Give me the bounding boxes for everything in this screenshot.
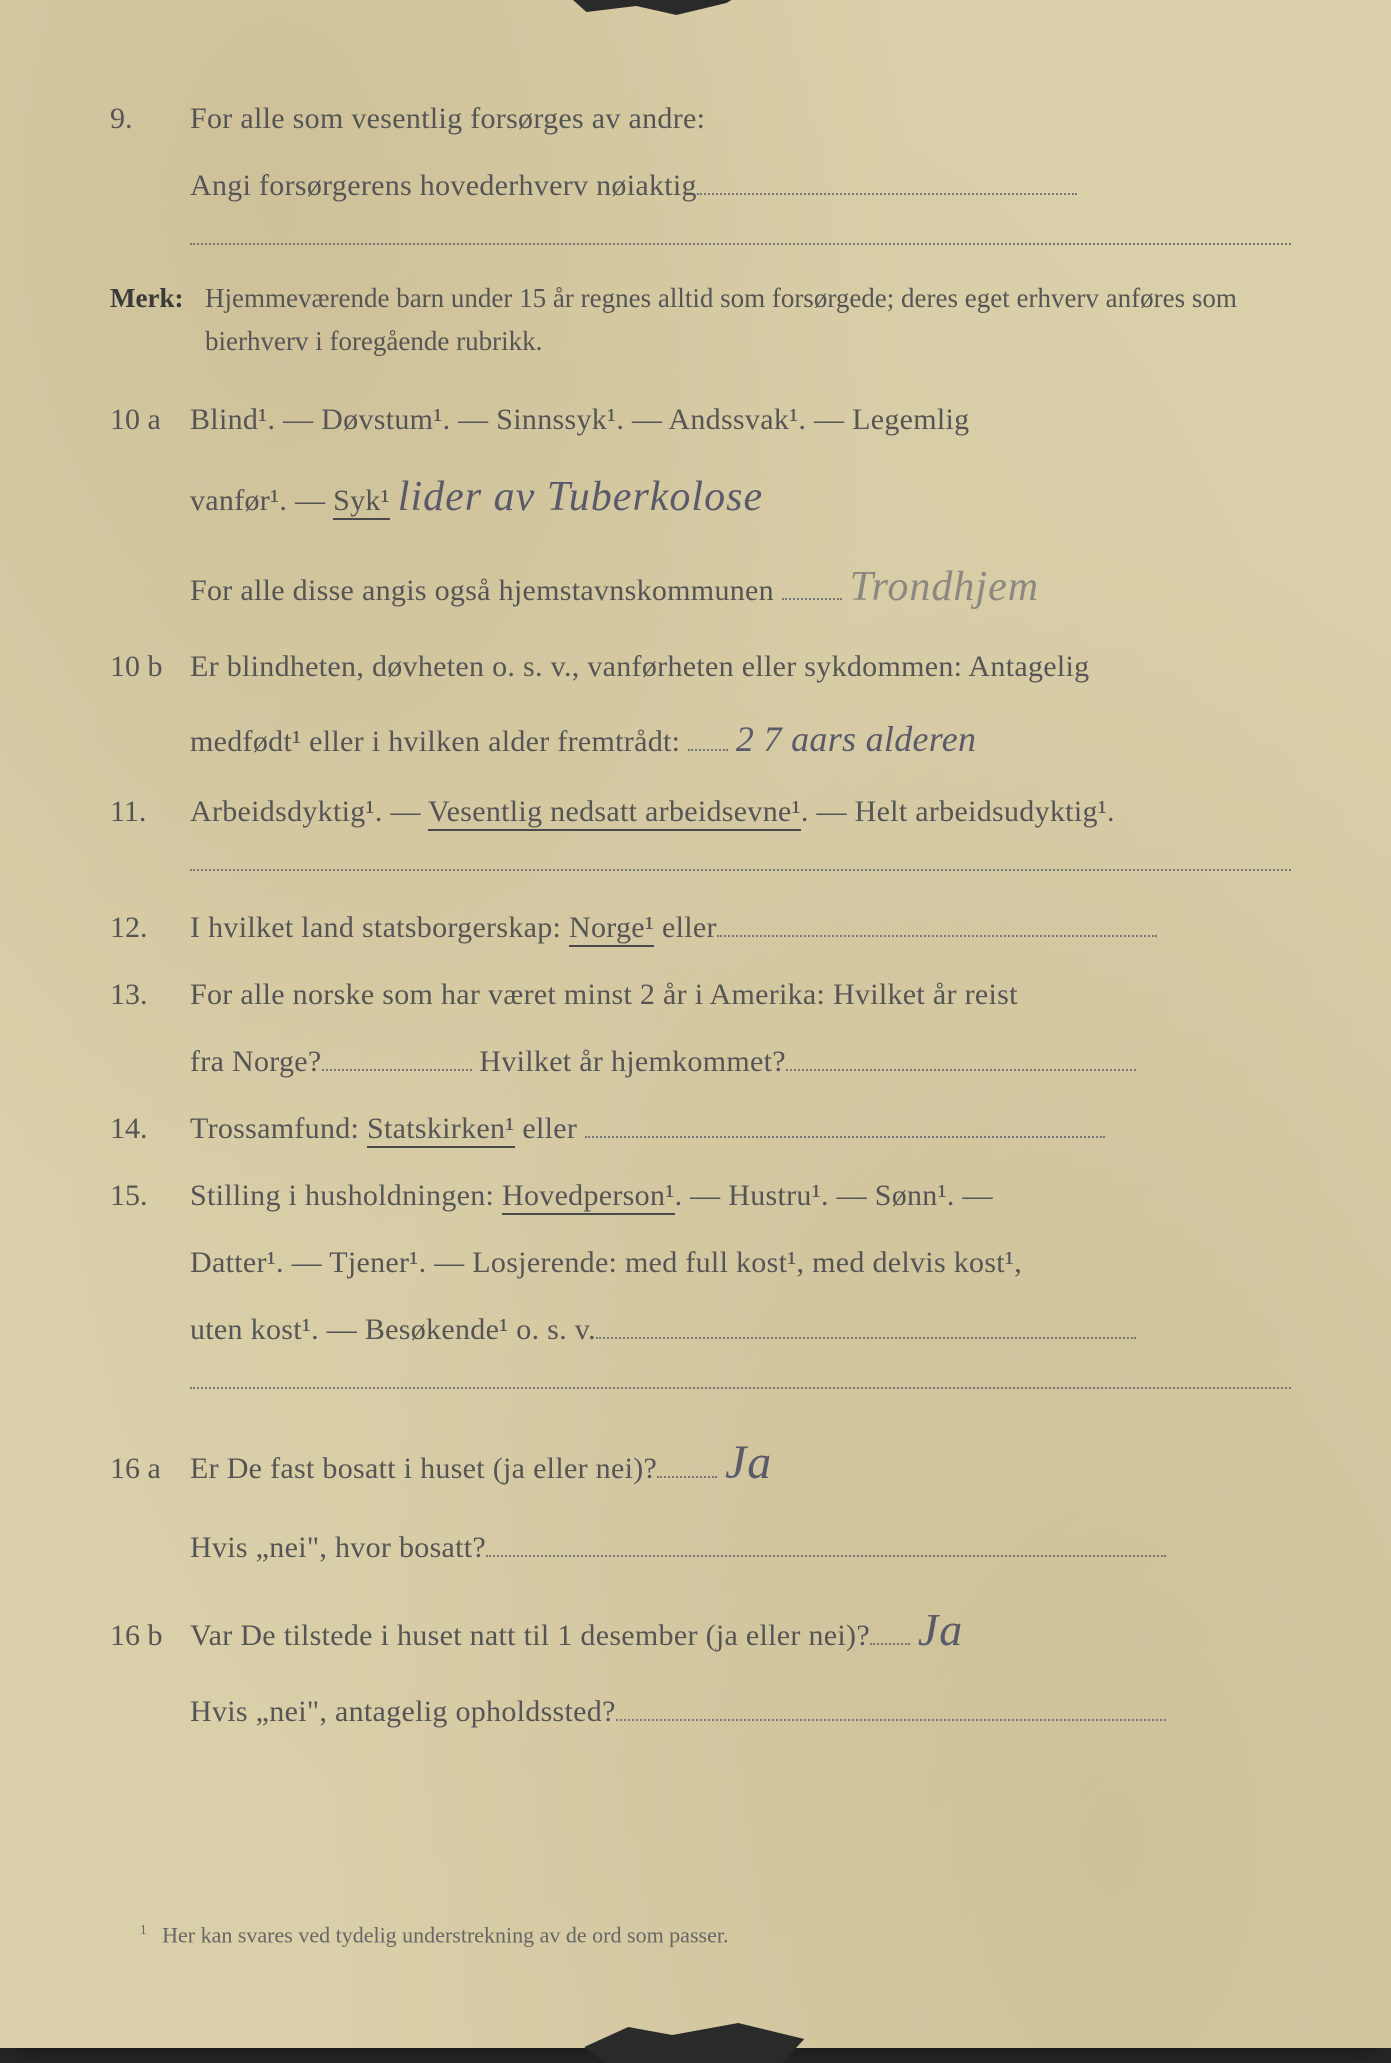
separator-line — [190, 242, 1291, 245]
question-options: Blind¹. — Døvstum¹. — Sinnssyk¹. — Andss… — [190, 391, 1291, 448]
fill-line — [585, 1103, 1105, 1138]
question-16b: 16 b Var De tilstede i huset natt til 1 … — [110, 1586, 1291, 1673]
fill-line — [657, 1443, 717, 1478]
question-10a-line3: For alle disse angis også hjemstavnskomm… — [110, 548, 1291, 628]
question-text: Er blindheten, døvheten o. s. v., vanfør… — [190, 638, 1291, 695]
fill-line — [870, 1610, 910, 1645]
question-12: 12. I hvilket land statsborgerskap: Norg… — [110, 899, 1291, 956]
fill-line — [786, 1036, 1136, 1071]
selected-option: Hovedperson¹ — [502, 1179, 675, 1215]
question-number: 16 a — [110, 1440, 190, 1497]
separator-line — [190, 1386, 1291, 1389]
question-16b-line2: Hvis „nei", antagelig opholdssted? — [110, 1683, 1291, 1740]
footnote: 1 Her kan svares ved tydelig understrekn… — [140, 1922, 728, 1948]
question-14: 14. Trossamfund: Statskirken¹ eller — [110, 1100, 1291, 1157]
question-text: Hvis „nei", antagelig opholdssted? — [190, 1695, 616, 1728]
question-11: 11. Arbeidsdyktig¹. — Vesentlig nedsatt … — [110, 783, 1291, 840]
question-15-line3: uten kost¹. — Besøkende¹ o. s. v. — [110, 1301, 1291, 1358]
question-16a: 16 a Er De fast bosatt i huset (ja eller… — [110, 1417, 1291, 1508]
question-9: 9. For alle som vesentlig forsørges av a… — [110, 90, 1291, 147]
question-10a: 10 a Blind¹. — Døvstum¹. — Sinnssyk¹. — … — [110, 391, 1291, 448]
separator-line — [190, 868, 1291, 871]
question-15: 15. Stilling i husholdningen: Hovedperso… — [110, 1167, 1291, 1224]
fill-line — [697, 160, 1077, 195]
question-text: uten kost¹. — Besøkende¹ o. s. v. — [190, 1313, 596, 1346]
option-suffix: . — Hustru¹. — Sønn¹. — — [675, 1179, 993, 1212]
question-text: medfødt¹ eller i hvilken alder fremtrådt… — [190, 725, 680, 758]
question-number: 10 a — [110, 391, 190, 448]
question-text: For alle som vesentlig forsørges av andr… — [190, 90, 1291, 147]
question-number: 15. — [110, 1167, 190, 1224]
question-9-line2: Angi forsørgerens hovederhverv nøiaktig — [110, 157, 1291, 214]
handwritten-answer: Ja — [918, 1604, 963, 1655]
question-number: 11. — [110, 783, 190, 840]
option-prefix: vanfør¹. — — [190, 484, 333, 517]
fill-line — [688, 716, 728, 751]
note-text: Hjemmeværende barn under 15 år regnes al… — [205, 277, 1291, 363]
question-text: Stilling i husholdningen: — [190, 1179, 502, 1212]
question-text: Er De fast bosatt i huset (ja eller nei)… — [190, 1452, 657, 1485]
fill-line — [782, 565, 842, 600]
question-number: 9. — [110, 90, 190, 147]
option-suffix: eller — [654, 911, 717, 944]
question-text: Hvis „nei", hvor bosatt? — [190, 1531, 486, 1564]
note-label: Merk: — [110, 273, 205, 324]
question-10a-line2: vanfør¹. — Syk¹ lider av Tuberkolose — [110, 458, 1291, 538]
document-page: 9. For alle som vesentlig forsørges av a… — [0, 0, 1391, 2048]
fill-line — [322, 1036, 472, 1071]
question-13: 13. For alle norske som har været minst … — [110, 966, 1291, 1023]
question-number: 16 b — [110, 1607, 190, 1664]
selected-option: Norge¹ — [569, 911, 654, 947]
question-10b-line2: medfødt¹ eller i hvilken alder fremtrådt… — [110, 705, 1291, 773]
option-prefix: Arbeidsdyktig¹. — — [190, 795, 428, 828]
question-13-line2: fra Norge? Hvilket år hjemkommet? — [110, 1033, 1291, 1090]
footnote-marker: 1 — [140, 1922, 147, 1937]
paper-tear-bottom — [584, 2023, 804, 2063]
question-text: Var De tilstede i huset natt til 1 desem… — [190, 1619, 870, 1652]
question-16a-line2: Hvis „nei", hvor bosatt? — [110, 1519, 1291, 1576]
question-text: I hvilket land statsborgerskap: — [190, 911, 569, 944]
selected-option: Statskirken¹ — [367, 1112, 515, 1148]
note-row: Merk: Hjemmeværende barn under 15 år reg… — [110, 273, 1291, 363]
selected-option: Vesentlig nedsatt arbeidsevne¹ — [428, 795, 801, 831]
question-text: Hvilket år hjemkommet? — [479, 1045, 786, 1078]
question-number: 13. — [110, 966, 190, 1023]
question-text: For alle disse angis også hjemstavnskomm… — [190, 574, 774, 607]
question-number: 10 b — [110, 638, 190, 695]
question-text: fra Norge? — [190, 1045, 322, 1078]
question-text: Trossamfund: — [190, 1112, 367, 1145]
question-15-line2: Datter¹. — Tjener¹. — Losjerende: med fu… — [110, 1234, 1291, 1291]
fill-line — [717, 902, 1157, 937]
question-number: 14. — [110, 1100, 190, 1157]
fill-line — [596, 1304, 1136, 1339]
handwritten-answer: Ja — [725, 1436, 772, 1489]
handwritten-answer: lider av Tuberkolose — [398, 474, 763, 520]
question-10b: 10 b Er blindheten, døvheten o. s. v., v… — [110, 638, 1291, 695]
question-text: Datter¹. — Tjener¹. — Losjerende: med fu… — [190, 1234, 1291, 1291]
footnote-text: Her kan svares ved tydelig understreknin… — [162, 1922, 728, 1947]
fill-line — [486, 1522, 1166, 1557]
handwritten-answer: Trondhjem — [850, 564, 1039, 610]
selected-option: Syk¹ — [333, 484, 390, 520]
question-text: Angi forsørgerens hovederhverv nøiaktig — [190, 169, 697, 202]
question-number: 12. — [110, 899, 190, 956]
paper-tear-top — [556, 0, 756, 15]
handwritten-answer: 2 7 aars alderen — [736, 719, 976, 759]
question-text: For alle norske som har været minst 2 år… — [190, 966, 1291, 1023]
fill-line — [616, 1686, 1166, 1721]
option-suffix: . — Helt arbeidsudyktig¹. — [801, 795, 1115, 828]
option-suffix: eller — [515, 1112, 578, 1145]
